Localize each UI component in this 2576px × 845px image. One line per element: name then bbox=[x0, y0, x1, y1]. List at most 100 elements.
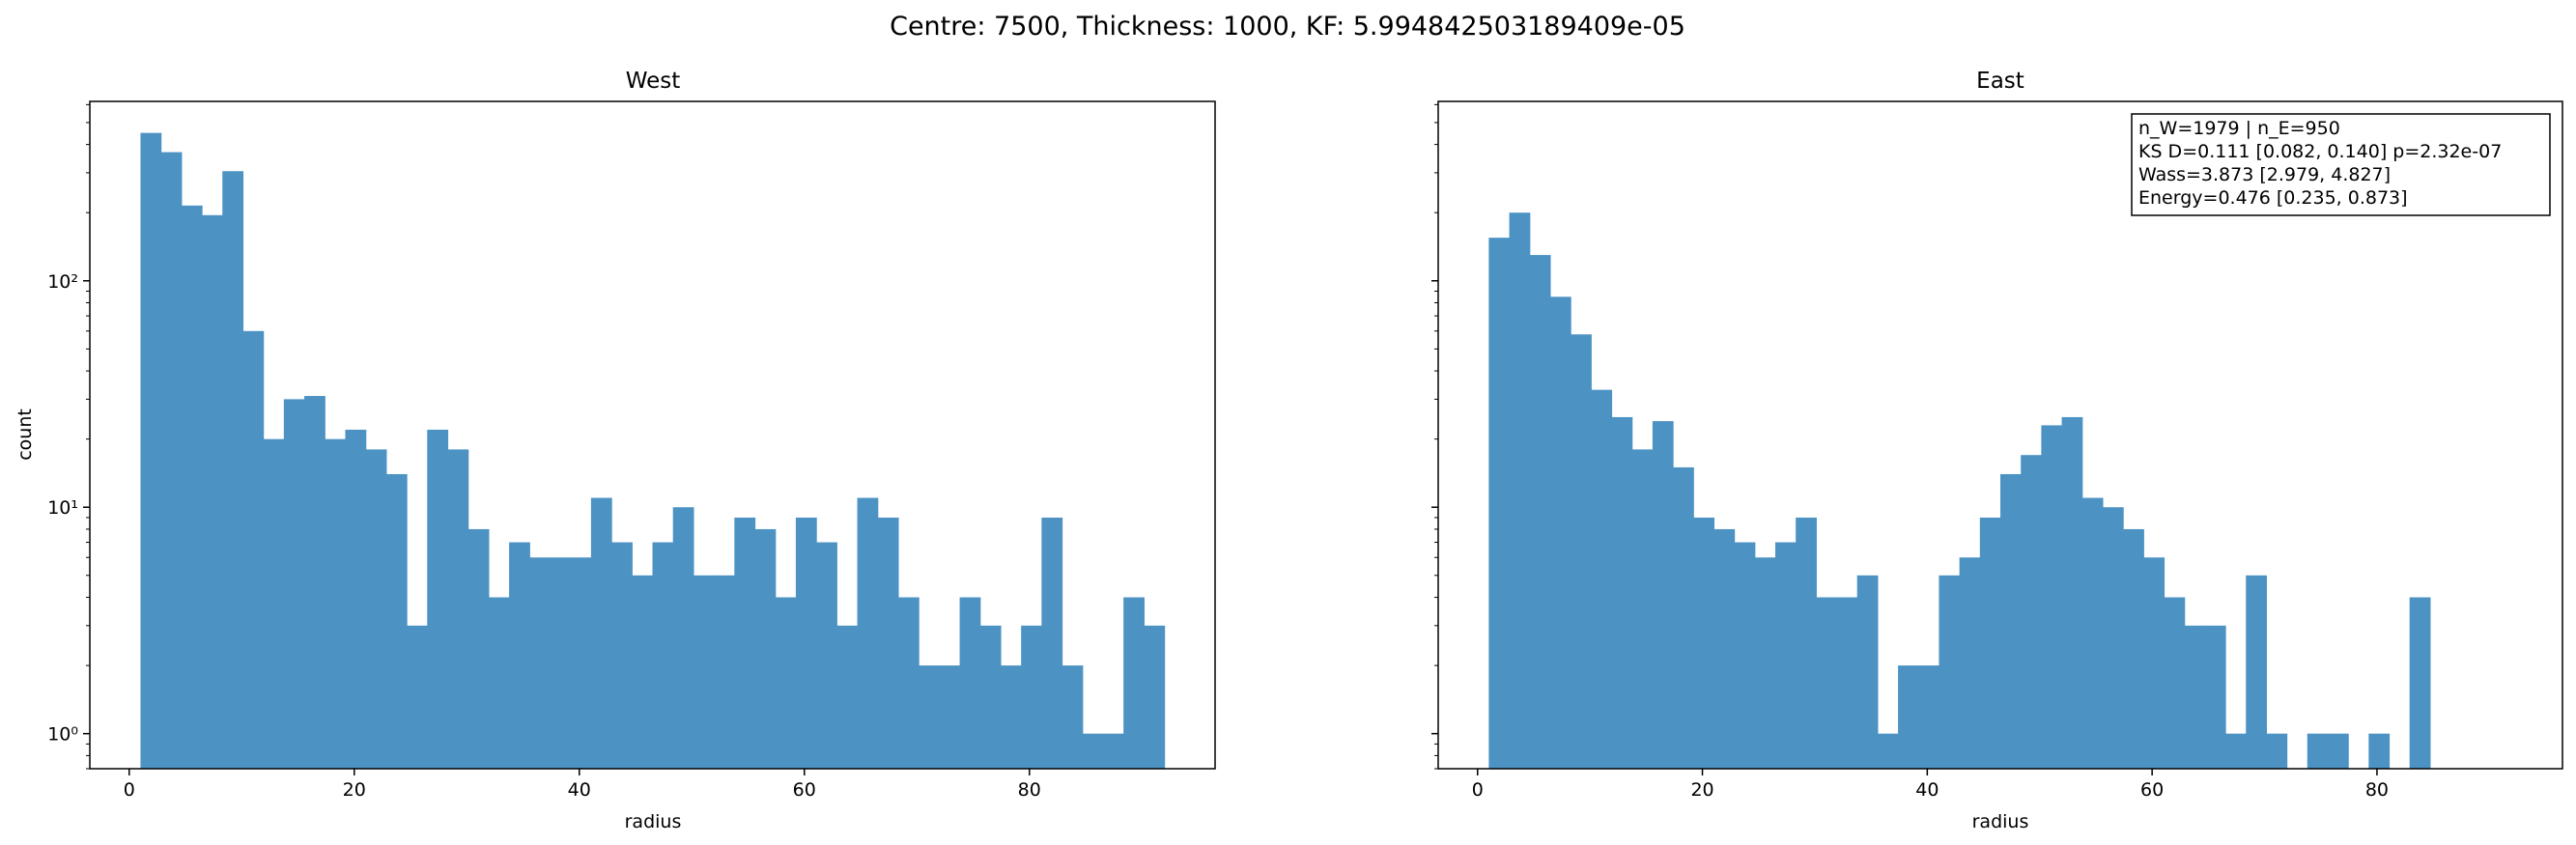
west-bar bbox=[365, 449, 387, 769]
east-bar bbox=[2327, 733, 2349, 769]
west-bar bbox=[919, 665, 940, 769]
west-xlabel: radius bbox=[625, 811, 682, 832]
east-bar bbox=[2164, 597, 2186, 769]
west-bar bbox=[611, 542, 633, 769]
west-xtick-label: 20 bbox=[343, 779, 366, 801]
east-bar bbox=[1836, 597, 1858, 769]
west-ytick-label: 10² bbox=[47, 271, 78, 293]
west-bar bbox=[263, 438, 285, 769]
west-bar bbox=[385, 473, 408, 769]
west-ticks: 0 20 40 60 80 10⁰ 10¹ 10² bbox=[47, 103, 1041, 801]
west-bar bbox=[652, 542, 674, 769]
east-bar bbox=[1796, 517, 1817, 769]
west-bar bbox=[1000, 665, 1022, 769]
stats-line-wass: Wass=3.873 [2.979, 4.827] bbox=[2138, 164, 2391, 185]
east-ticks: 0 20 40 60 80 bbox=[1431, 103, 2389, 801]
stats-annotation-box bbox=[2131, 113, 2551, 216]
east-panel: East 0 20 40 60 80 radius n_W=1979 | n_E=950… bbox=[1431, 69, 2563, 832]
east-bar bbox=[1693, 517, 1715, 769]
west-ytick-label: 10¹ bbox=[47, 497, 78, 519]
east-bar bbox=[1529, 255, 1551, 769]
west-bar bbox=[1041, 517, 1063, 769]
east-axes-frame bbox=[1437, 100, 2563, 770]
west-panel: West 0 20 40 60 80 10⁰ 10¹ 10² radius count bbox=[14, 69, 1216, 832]
east-bar bbox=[2041, 425, 2063, 769]
east-xtick-label: 20 bbox=[1690, 779, 1713, 801]
east-bar bbox=[2266, 733, 2288, 769]
west-bar bbox=[1123, 597, 1145, 769]
west-bar bbox=[427, 429, 449, 769]
east-bar bbox=[2000, 473, 2022, 769]
west-bar bbox=[1021, 625, 1042, 769]
west-bar bbox=[1144, 625, 1166, 769]
east-xtick-label: 40 bbox=[1915, 779, 1939, 801]
east-bar bbox=[2061, 416, 2083, 769]
west-bar bbox=[1082, 733, 1104, 769]
west-bar bbox=[959, 597, 981, 769]
west-bar bbox=[242, 330, 265, 769]
west-bar bbox=[202, 214, 223, 769]
west-xtick-label: 80 bbox=[1018, 779, 1041, 801]
west-title: West bbox=[626, 69, 681, 94]
west-bar bbox=[754, 528, 777, 769]
east-bar bbox=[1754, 557, 1776, 769]
west-bar bbox=[325, 438, 347, 769]
east-bar bbox=[1509, 212, 1531, 769]
east-bar bbox=[2184, 625, 2206, 769]
east-xlabel: radius bbox=[1972, 811, 2029, 832]
east-bar bbox=[2081, 497, 2104, 769]
west-bar bbox=[672, 507, 694, 769]
west-bar bbox=[857, 497, 879, 769]
west-bar bbox=[939, 665, 961, 769]
east-bar bbox=[1918, 665, 1940, 769]
east-bar bbox=[1673, 466, 1694, 769]
east-bar bbox=[1877, 733, 1899, 769]
east-bar bbox=[2409, 597, 2431, 769]
east-title: East bbox=[1976, 69, 2024, 94]
west-bar bbox=[345, 429, 367, 769]
west-ylabel: count bbox=[14, 408, 36, 461]
east-bars bbox=[1488, 212, 2431, 769]
west-bar bbox=[734, 517, 756, 769]
west-axes-frame bbox=[89, 100, 1216, 770]
east-bar bbox=[1611, 416, 1633, 769]
west-bar bbox=[570, 557, 592, 769]
east-bar bbox=[1979, 517, 2001, 769]
east-bar bbox=[2143, 557, 2166, 769]
east-bar bbox=[1713, 528, 1736, 769]
west-xtick-label: 0 bbox=[124, 779, 135, 801]
west-ytick-label: 10⁰ bbox=[47, 724, 78, 746]
east-bar bbox=[2102, 507, 2124, 769]
east-bar bbox=[1816, 597, 1838, 769]
west-bar bbox=[836, 625, 859, 769]
east-bar bbox=[1571, 334, 1592, 769]
west-xtick-label: 60 bbox=[793, 779, 816, 801]
east-bar bbox=[2225, 733, 2247, 769]
west-bar bbox=[877, 517, 899, 769]
west-bar bbox=[775, 597, 797, 769]
stats-line-ks: KS D=0.111 [0.082, 0.140] p=2.32e-07 bbox=[2138, 141, 2502, 162]
east-bar bbox=[2021, 455, 2042, 769]
west-bar bbox=[795, 517, 817, 769]
east-xtick-label: 60 bbox=[2140, 779, 2164, 801]
figure-suptitle: Centre: 7500, Thickness: 1000, KF: 5.994… bbox=[890, 12, 1685, 42]
east-bar bbox=[2204, 625, 2226, 769]
east-bar bbox=[1959, 557, 1981, 769]
west-bar bbox=[181, 205, 203, 769]
west-bar bbox=[1102, 733, 1124, 769]
west-bar bbox=[467, 528, 490, 769]
east-bar bbox=[1652, 421, 1674, 769]
east-xtick-label: 80 bbox=[2365, 779, 2389, 801]
west-bar bbox=[283, 399, 305, 769]
east-bar bbox=[1939, 575, 1961, 769]
stats-line-energy: Energy=0.476 [0.235, 0.873] bbox=[2138, 187, 2408, 209]
west-bar bbox=[1062, 665, 1084, 769]
east-bar bbox=[1549, 296, 1571, 769]
east-xtick-label: 0 bbox=[1472, 779, 1484, 801]
west-bar bbox=[222, 171, 244, 770]
west-bar bbox=[693, 575, 715, 769]
stats-line-counts: n_W=1979 | n_E=950 bbox=[2138, 118, 2340, 139]
east-bar bbox=[1856, 575, 1879, 769]
west-bar bbox=[407, 625, 428, 769]
